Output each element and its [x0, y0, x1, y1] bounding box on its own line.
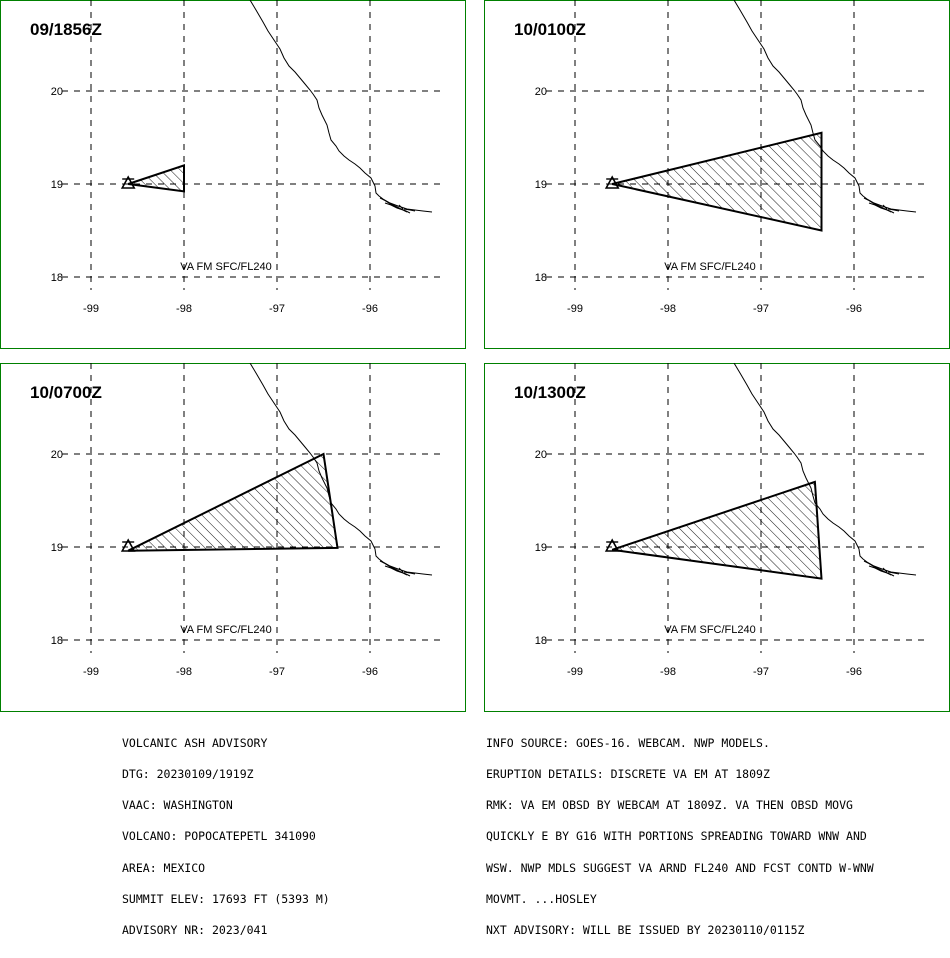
remarks-line: ERUPTION DETAILS: DISCRETE VA EM AT 1809… [486, 767, 770, 782]
longitude-tick-label: -97 [753, 303, 769, 315]
coastline-inlet [863, 560, 900, 577]
remarks-line: WSW. NWP MDLS SUGGEST VA ARND FL240 AND … [486, 860, 874, 875]
longitude-tick-label: -98 [660, 666, 676, 678]
latitude-tick-label: 19 [51, 179, 63, 191]
forecast-time-label: 10/1300Z [514, 383, 586, 402]
longitude-tick-label: -99 [83, 666, 99, 678]
latitude-tick-label: 19 [535, 542, 547, 554]
map-panel-svg: -99 -98 -97 -96 20 19 18 10/0100Z VA FM SFC/FL24… [484, 0, 950, 349]
remarks-line: INFO SOURCE: GOES-16. WEBCAM. NWP MODELS… [486, 735, 770, 750]
volcano-icon [604, 538, 620, 552]
forecast-panel-t6: -99 -98 -97 -96 20 19 18 10/0100Z VA FM SFC/FL24… [484, 0, 950, 349]
volcano-icon [120, 175, 136, 189]
longitude-tick-label: -98 [660, 303, 676, 315]
advisory-line: ADVISORY NR: 2023/041 [122, 923, 268, 938]
advisory-remarks-text: INFO SOURCE: GOES-16. WEBCAM. NWP MODELS… [486, 717, 874, 956]
longitude-tick-label: -97 [269, 303, 285, 315]
longitude-tick-label: -98 [176, 303, 192, 315]
longitude-tick-label: -99 [567, 666, 583, 678]
latitude-tick-label: 20 [535, 449, 547, 461]
volcano-icon [604, 175, 620, 189]
ash-cloud-polygon [611, 131, 823, 232]
ash-cloud-polygon [127, 164, 185, 193]
remarks-line: QUICKLY E BY G16 WITH PORTIONS SPREADING… [486, 829, 867, 844]
longitude-tick-label: -99 [83, 303, 99, 315]
latitude-tick-label: 18 [51, 272, 63, 284]
latitude-tick-label: 18 [535, 635, 547, 647]
latitude-tick-label: 19 [51, 542, 63, 554]
latitude-tick-label: 20 [535, 86, 547, 98]
flight-level-label: VA FM SFC/FL240 [664, 624, 756, 636]
latitude-tick-label: 20 [51, 86, 63, 98]
forecast-time-label: 09/1856Z [30, 20, 102, 39]
longitude-tick-label: -96 [362, 303, 378, 315]
forecast-time-label: 10/0100Z [514, 20, 586, 39]
latitude-tick-label: 20 [51, 449, 63, 461]
latitude-tick-label: 18 [535, 272, 547, 284]
map-panel-svg: -99 -98 -97 -96 20 19 18 10/0700Z VA FM SFC/FL24… [0, 363, 466, 712]
longitude-tick-label: -96 [846, 666, 862, 678]
advisory-line: VOLCANIC ASH ADVISORY [122, 735, 268, 750]
forecast-panel-t18: -99 -98 -97 -96 20 19 18 10/1300Z VA FM SFC/FL24… [484, 363, 950, 712]
longitude-tick-label: -97 [753, 666, 769, 678]
remarks-line: MOVMT. ...HOSLEY [486, 891, 597, 906]
flight-level-label: VA FM SFC/FL240 [180, 624, 272, 636]
forecast-time-label: 10/0700Z [30, 383, 102, 402]
advisory-graphic: -99 -98 -97 -96 20 19 18 09/1856Z VA FM SFC/FL24… [0, 0, 950, 936]
volcano-icon [120, 538, 136, 552]
advisory-line: SUMMIT ELEV: 17693 FT (5393 M) [122, 891, 330, 906]
ash-cloud-polygon [127, 452, 339, 552]
flight-level-label: VA FM SFC/FL240 [664, 261, 756, 273]
map-panel-svg: -99 -98 -97 -96 20 19 18 10/1300Z VA FM SFC/FL24… [484, 363, 950, 712]
longitude-tick-label: -99 [567, 303, 583, 315]
coastline-inlet [863, 197, 900, 214]
longitude-tick-label: -97 [269, 666, 285, 678]
advisory-line: VOLCANO: POPOCATEPETL 341090 [122, 829, 316, 844]
longitude-tick-label: -98 [176, 666, 192, 678]
longitude-tick-label: -96 [362, 666, 378, 678]
map-panel-svg: -99 -98 -97 -96 20 19 18 09/1856Z VA FM SFC/FL24… [0, 0, 466, 349]
advisory-line: AREA: MEXICO [122, 860, 206, 875]
coastline-inlet [379, 197, 416, 214]
panel-frame [0, 0, 466, 349]
forecast-panel-t0: -99 -98 -97 -96 20 19 18 09/1856Z VA FM SFC/FL24… [0, 0, 466, 349]
forecast-panel-t12: -99 -98 -97 -96 20 19 18 10/0700Z VA FM SFC/FL24… [0, 363, 466, 712]
remarks-line: RMK: VA EM OBSD BY WEBCAM AT 1809Z. VA T… [486, 798, 853, 813]
remarks-line: NXT ADVISORY: WILL BE ISSUED BY 20230110… [486, 923, 805, 938]
advisory-line: DTG: 20230109/1919Z [122, 767, 254, 782]
coastline-inlet [379, 560, 416, 577]
ash-cloud-polygon [611, 480, 823, 580]
latitude-tick-label: 18 [51, 635, 63, 647]
advisory-line: VAAC: WASHINGTON [122, 798, 233, 813]
advisory-header-text: VOLCANIC ASH ADVISORY DTG: 20230109/1919… [122, 717, 330, 956]
longitude-tick-label: -96 [846, 303, 862, 315]
latitude-tick-label: 19 [535, 179, 547, 191]
flight-level-label: VA FM SFC/FL240 [180, 261, 272, 273]
